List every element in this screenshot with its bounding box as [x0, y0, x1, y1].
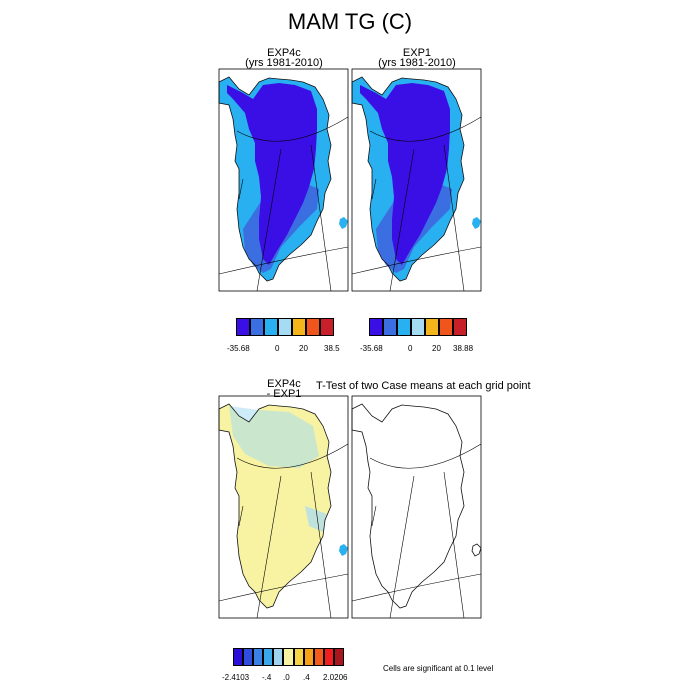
panel-title-diff: EXP4c - EXP1: [219, 378, 349, 400]
exp1-gridline-lon-1: [389, 148, 415, 292]
panel-title-diff-line2: - EXP1: [266, 388, 302, 400]
colorbar-exp1-label-20: 20: [432, 344, 441, 353]
diff-negative-patch-east: [305, 506, 327, 532]
colorbar-diff-swatch-8: [313, 648, 324, 666]
diff-frame: [218, 395, 349, 619]
ttest-frame: [351, 395, 482, 619]
colorbar-exp4c-swatch-6: [320, 318, 334, 336]
colorbar-exp1-swatch-0: [369, 318, 383, 336]
ttest-gridline-lon-1: [389, 475, 415, 619]
ttest-gridline-lat-1: [351, 573, 482, 602]
colorbar-exp1: [369, 318, 467, 336]
panel-title-exp1-line1: EXP1: [402, 47, 432, 59]
colorbar-exp1-label-max: 38.88: [453, 344, 474, 353]
colorbar-diff-swatch-4: [273, 648, 284, 666]
colorbar-exp1-label-zero: 0: [408, 344, 413, 353]
diff-gridline-lat-2: [236, 443, 349, 469]
colorbar-diff-swatch-9: [323, 648, 334, 666]
diff-island-field: [339, 544, 348, 556]
colorbar-diff-swatch-5: [283, 648, 294, 666]
exp1-gridline-lon-2: [443, 144, 465, 292]
colorbar-diff-label-max: 2.0206: [323, 673, 348, 682]
colorbar-exp1-swatch-1: [383, 318, 397, 336]
exp4c-island-field: [339, 217, 348, 229]
colorbar-exp4c-label-min: -35.68: [227, 344, 250, 353]
diff-coastline: [218, 403, 332, 609]
colorbar-exp1-label-min: -35.68: [360, 344, 383, 353]
exp1-island-field: [472, 217, 481, 229]
colorbar-exp4c-label-max: 38.5: [324, 344, 340, 353]
exp4c-gridline-lat-2: [236, 116, 349, 142]
colorbar-exp4c-label-zero: 0: [275, 344, 280, 353]
colorbar-exp4c-swatch-4: [292, 318, 306, 336]
colorbar-diff-label-min: -2.4103: [222, 673, 250, 682]
exp4c-gridline-lon-1: [256, 148, 282, 292]
diff-gridline-lon-1: [256, 475, 282, 619]
colorbar-diff-swatch-6: [293, 648, 304, 666]
exp1-coastline: [351, 76, 465, 282]
colorbar-diff-swatch-0: [233, 648, 244, 666]
panel-title-exp4c: EXP4c (yrs 1981-2010): [219, 47, 349, 69]
exp4c-frame: [218, 68, 349, 292]
colorbar-diff-swatch-10: [333, 648, 345, 666]
exp1-gridline-lat-2: [369, 116, 482, 142]
colorbar-exp4c-label-20: 20: [299, 344, 308, 353]
colorbar-diff-swatch-2: [253, 648, 264, 666]
colorbar-diff-label-zero: .0: [283, 673, 290, 682]
colorbar-diff-swatch-3: [263, 648, 274, 666]
significance-note: Cells are significant at 0.1 level: [383, 664, 494, 673]
diff-negative-patch-north: [229, 406, 319, 468]
colorbar-diff-label-neg: -.4: [262, 673, 272, 682]
colorbar-exp1-swatch-4: [425, 318, 439, 336]
colorbar-diff-swatch-7: [303, 648, 314, 666]
colorbar-diff: [233, 648, 345, 666]
exp1-gridline-lon-3: [371, 178, 377, 200]
ttest-gridline-lon-3: [371, 505, 377, 527]
exp1-frame: [351, 68, 482, 292]
colorbar-exp1-swatch-3: [411, 318, 425, 336]
map-panel-exp4c: [218, 68, 349, 292]
colorbar-exp4c-swatch-3: [278, 318, 292, 336]
exp4c-coastline: [218, 76, 332, 282]
colorbar-diff-swatch-1: [243, 648, 254, 666]
ttest-gridline-lat-2: [369, 443, 482, 469]
colorbar-exp1-swatch-6: [453, 318, 467, 336]
map-panel-exp1: [351, 68, 482, 292]
panel-title-exp4c-line2: (yrs 1981-2010): [245, 57, 323, 69]
ttest-coastline: [351, 403, 465, 609]
exp1-gridline-lat-1: [351, 246, 482, 275]
panel-title-exp4c-line1: EXP4c: [267, 47, 301, 59]
diff-gridline-lat-1: [218, 573, 349, 602]
panel-title-ttest: T-Test of two Case means at each grid po…: [316, 380, 531, 392]
colorbar-exp1-swatch-5: [439, 318, 453, 336]
colorbar-exp4c-swatch-1: [250, 318, 264, 336]
diff-gridline-lon-3: [238, 505, 244, 527]
colorbar-exp4c-swatch-0: [236, 318, 250, 336]
colorbar-exp4c-swatch-2: [264, 318, 278, 336]
ttest-gridline-lon-2: [443, 471, 465, 619]
colorbar-exp1-swatch-2: [397, 318, 411, 336]
colorbar-exp4c: [236, 318, 334, 336]
exp4c-gridline-lon-3: [238, 178, 244, 200]
exp1-interior-field: [360, 83, 450, 265]
exp4c-gridline-lat-1: [218, 246, 349, 275]
exp4c-gridline-lon-2: [310, 144, 332, 292]
colorbar-diff-label-pos: .4: [303, 673, 310, 682]
map-panel-ttest: [351, 395, 482, 619]
panel-title-exp1-line2: (yrs 1981-2010): [378, 57, 456, 69]
map-panel-diff: [218, 395, 349, 619]
ttest-island-coastline: [471, 543, 482, 557]
diff-gridline-lon-2: [310, 471, 332, 619]
panel-title-diff-line1: EXP4c: [267, 378, 301, 390]
exp4c-interior-field: [227, 83, 317, 265]
page-title: MAM TG (C): [287, 9, 413, 34]
panel-title-exp1: EXP1 (yrs 1981-2010): [352, 47, 482, 69]
colorbar-exp4c-swatch-5: [306, 318, 320, 336]
